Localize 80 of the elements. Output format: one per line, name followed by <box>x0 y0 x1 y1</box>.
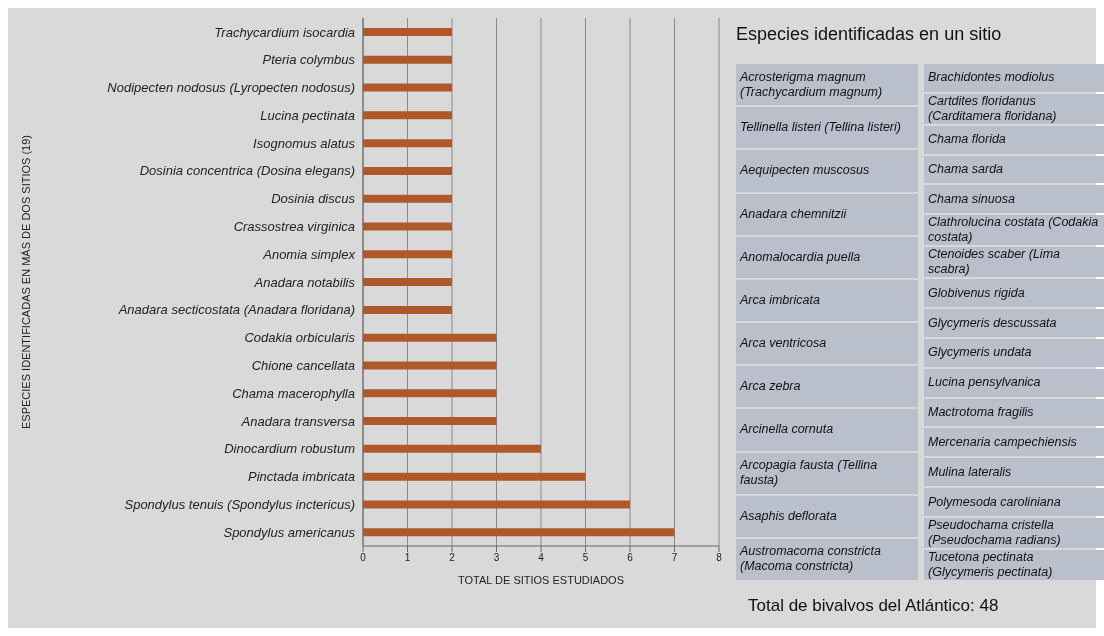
bar <box>363 166 452 175</box>
y-tick-label: Pinctada imbricata <box>248 469 355 485</box>
x-tick-label: 3 <box>493 552 500 564</box>
text: Cartdites floridanus (Carditamera floridana) <box>928 93 1058 124</box>
bar <box>363 83 452 92</box>
text: Tellinella listeri (Tellina listeri) <box>740 120 901 136</box>
bar <box>363 305 452 314</box>
y-tick-label: Trachycardium isocardia <box>214 24 355 40</box>
x-tick-label: 7 <box>671 552 678 564</box>
text: Anomalocardia puella <box>740 249 861 265</box>
y-tick-label: Crassostrea virginica <box>233 219 355 235</box>
x-tick-label: 4 <box>538 552 545 564</box>
bar <box>363 278 452 287</box>
bar <box>363 361 497 370</box>
y-tick-label: Dinocardium robustum <box>224 441 356 457</box>
text: Globivenus rigida <box>928 285 1025 301</box>
bar <box>363 139 452 148</box>
x-tick-label: 5 <box>582 552 589 564</box>
text: Mactrotoma fragilis <box>928 405 1034 421</box>
y-tick-label: Chama macerophylla <box>232 385 355 401</box>
y-tick-label: Nodipecten nodosus (Lyropecten nodosus) <box>107 80 355 96</box>
text: Polymesoda caroliniana <box>928 494 1061 510</box>
x-axis-title: TOTAL DE SITIOS ESTUDIADOS <box>457 574 625 586</box>
bar <box>363 28 452 36</box>
bar <box>363 111 452 120</box>
text: Chama sarda <box>928 162 1004 178</box>
text: Arcopagia fausta (Tellina fausta) <box>740 458 879 489</box>
bar <box>363 333 497 342</box>
bar <box>363 222 452 231</box>
text: Glycymeris descussata <box>928 315 1057 331</box>
text: Acrosterigma magnum (Trachycardium magnum) <box>740 69 884 100</box>
bar <box>363 528 675 537</box>
x-tick-label: 8 <box>716 552 723 564</box>
text: Mulina lateralis <box>928 464 1012 480</box>
text: Especies identificadas en un sitio <box>736 23 1002 46</box>
y-tick-label: Spondylus americanus <box>223 524 356 540</box>
text: Lucina pensylvanica <box>928 375 1041 391</box>
y-tick-label: Spondylus tenuis (Spondylus inctericus) <box>124 496 355 512</box>
text: Tucetona pectinata (Glycymeris pectinata) <box>928 549 1054 580</box>
x-tick-label: 1 <box>404 552 411 564</box>
y-tick-label: Anadara transversa <box>240 413 355 429</box>
text: Austromacoma constricta (Macoma constricta) <box>740 544 883 575</box>
text: Mercenaria campechiensis <box>928 434 1077 450</box>
bar <box>363 417 497 426</box>
y-axis-title: ESPECIES IDENTIFICADAS EN MÁS DE DOS SITIOS (19) <box>19 134 32 430</box>
text: Anadara chemnitzii <box>740 206 847 222</box>
text: Total de bivalvos del Atlántico: 48 <box>748 596 999 616</box>
y-tick-label: Dosinia discus <box>271 191 356 207</box>
text: Arca imbricata <box>740 292 820 308</box>
bar <box>363 500 630 509</box>
bar <box>363 194 452 203</box>
y-tick-label: Chione cancellata <box>251 357 355 373</box>
text: Ctenoides scaber (Lima scabra) <box>928 247 1061 278</box>
y-tick-label: Anadara notabilis <box>253 274 356 290</box>
text: Chama florida <box>928 132 1006 148</box>
y-tick-label: Codakia orbicularis <box>244 330 356 346</box>
text: Asaphis deflorata <box>740 508 837 524</box>
text: Brachidontes modiolus <box>928 70 1055 86</box>
x-tick-label: 0 <box>360 552 367 564</box>
text: Pseudochama cristella (Pseudochama radians) <box>928 517 1062 548</box>
y-tick-label: Pteria colymbus <box>262 52 356 68</box>
text: Glycymeris undata <box>928 345 1032 361</box>
y-tick-label: Anomia simplex <box>262 246 356 262</box>
y-tick-label: Anadara secticostata (Anadara floridana) <box>117 302 355 318</box>
text: Arca ventricosa <box>740 336 827 352</box>
y-tick-label: Isognomus alatus <box>253 135 356 151</box>
bar <box>363 55 452 64</box>
bar <box>363 389 497 398</box>
bar <box>363 250 452 259</box>
text: Aequipecten muscosus <box>740 163 870 179</box>
y-tick-label: Lucina pectinata <box>260 107 355 123</box>
text: Arca zebra <box>740 379 801 395</box>
bar <box>363 444 541 453</box>
text: Chama sinuosa <box>928 191 1015 207</box>
bar <box>363 472 586 481</box>
text: Clathrolucina costata (Codakia costata) <box>928 215 1100 246</box>
x-tick-label: 2 <box>449 552 456 564</box>
x-tick-label: 6 <box>627 552 634 564</box>
y-tick-label: Dosinia concentrica (Dosina elegans) <box>139 163 355 179</box>
text: Arcinella cornuta <box>740 422 834 438</box>
